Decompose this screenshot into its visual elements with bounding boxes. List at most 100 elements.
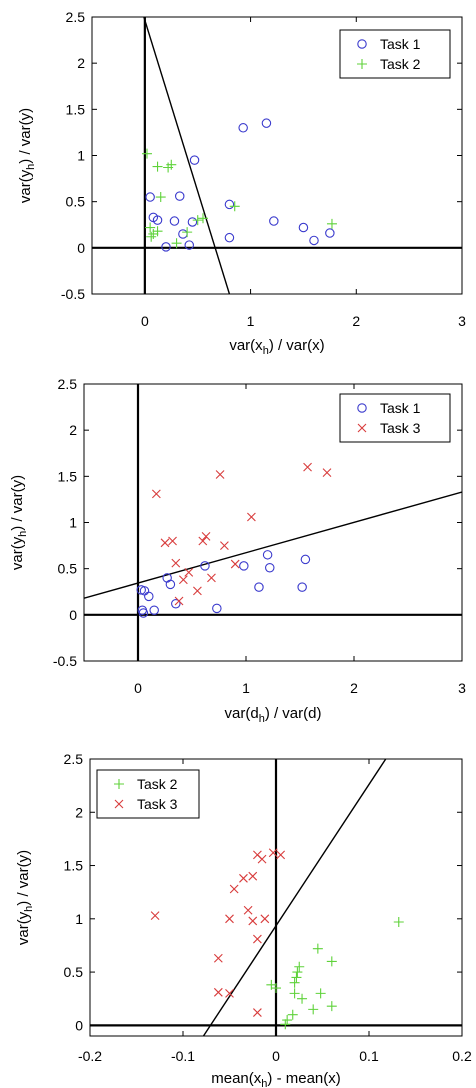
legend: Task 1 Task 2 <box>339 29 451 79</box>
data-point <box>145 192 155 202</box>
data-point <box>200 561 210 571</box>
data-point <box>393 917 404 928</box>
data-point <box>141 148 152 159</box>
data-point <box>145 222 156 233</box>
data-point <box>268 848 278 858</box>
data-point <box>165 579 176 590</box>
data-point <box>152 226 163 237</box>
data-point <box>151 489 161 499</box>
data-point <box>243 905 253 915</box>
data-point <box>300 554 311 565</box>
legend-label: Task 2 <box>380 56 421 72</box>
data-point <box>198 213 208 224</box>
data-point <box>230 559 240 569</box>
data-point <box>269 216 279 226</box>
plot-area <box>90 759 462 1036</box>
data-point <box>282 1015 293 1026</box>
data-point <box>184 240 195 250</box>
y-tick-label: 2 <box>69 422 77 438</box>
y-tick-label: 2.5 <box>64 751 84 767</box>
y-tick-label: 0.5 <box>64 964 84 980</box>
y-axis-label: var(yh) / var(y) <box>17 108 37 203</box>
data-point <box>254 582 264 592</box>
decision-boundary-line <box>202 759 387 1036</box>
data-point <box>184 567 194 577</box>
x-tick-label: 0 <box>134 680 142 696</box>
data-point <box>171 238 182 249</box>
data-point <box>225 914 234 924</box>
data-point <box>248 871 258 881</box>
data-point <box>289 977 300 988</box>
data-point <box>150 911 160 921</box>
data-point <box>224 199 235 210</box>
series-task-2 <box>266 917 404 1030</box>
y-tick-label: 1.5 <box>64 858 84 874</box>
data-point <box>171 558 181 568</box>
data-point <box>224 232 235 243</box>
y-tick-label: 0.5 <box>58 561 78 577</box>
y-tick-label: 0 <box>69 607 77 623</box>
data-point <box>161 242 171 252</box>
data-point <box>229 201 240 212</box>
data-point <box>297 582 307 592</box>
y-tick-label: 1 <box>77 148 85 164</box>
data-point <box>213 953 223 963</box>
x-tick-label: -0.2 <box>78 1048 102 1064</box>
x-tick-label: 1 <box>247 313 255 329</box>
data-point <box>198 536 208 546</box>
y-tick-label: 1.5 <box>66 101 86 117</box>
data-point <box>155 192 166 203</box>
y-tick-label: 2 <box>75 804 83 820</box>
data-point <box>312 943 323 954</box>
legend-box <box>339 393 451 443</box>
data-point <box>261 118 272 128</box>
data-point <box>292 967 303 978</box>
y-tick-label: 2.5 <box>58 376 78 392</box>
data-point <box>152 161 163 172</box>
x-tick-label: 1 <box>242 680 250 696</box>
data-point <box>193 586 202 596</box>
y-axis-label: var(yh) / var(y) <box>9 475 29 570</box>
y-tick-label: 0 <box>77 240 85 256</box>
x-tick-label: 3 <box>458 680 466 696</box>
y-tick-label: 0 <box>75 1017 83 1033</box>
legend: Task 1 Task 3 <box>339 393 451 443</box>
data-point <box>187 217 198 227</box>
data-point <box>192 215 203 226</box>
data-point <box>207 573 216 583</box>
x-tick-label: 2 <box>350 680 358 696</box>
data-point <box>289 988 300 999</box>
series-task-1 <box>136 550 311 618</box>
legend: Task 2 Task 3 <box>96 769 200 819</box>
x-tick-label: 0.2 <box>452 1048 472 1064</box>
y-tick-label: 1 <box>75 911 83 927</box>
data-point <box>271 983 281 994</box>
data-point <box>149 605 159 615</box>
data-point <box>189 155 200 165</box>
data-point <box>174 596 184 606</box>
data-point <box>229 884 239 894</box>
x-tick-label: 0.1 <box>359 1048 379 1064</box>
data-point <box>248 916 258 926</box>
legend-marker <box>357 39 367 49</box>
data-point <box>178 575 188 585</box>
decision-boundary-line <box>84 491 462 599</box>
legend-label: Task 1 <box>380 400 421 416</box>
data-point <box>253 934 262 944</box>
data-point <box>297 993 308 1004</box>
plot-area <box>84 384 462 661</box>
data-point <box>326 218 337 229</box>
data-point <box>253 1008 262 1017</box>
data-point <box>262 550 273 560</box>
data-point <box>168 536 177 546</box>
x-axis-label: mean(xh) - mean(x) <box>211 1070 341 1088</box>
data-point <box>276 850 286 860</box>
data-point <box>260 914 270 924</box>
data-point <box>201 531 211 541</box>
data-point <box>213 987 223 997</box>
legend-box <box>339 29 451 79</box>
y-tick-label: -0.5 <box>61 286 85 302</box>
data-point <box>238 123 248 133</box>
decision-boundary-line <box>143 17 231 294</box>
